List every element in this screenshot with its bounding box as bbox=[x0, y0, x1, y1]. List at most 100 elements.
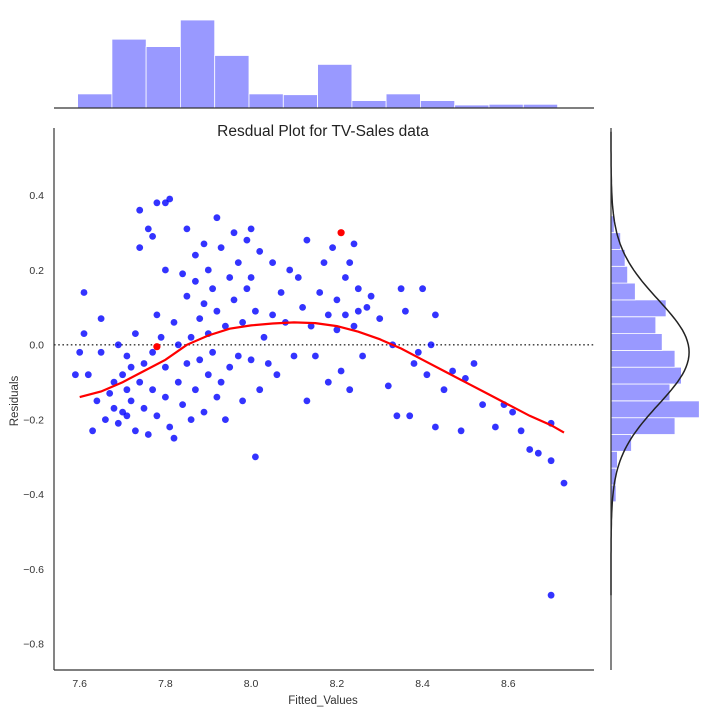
scatter-point bbox=[187, 333, 195, 341]
scatter-point bbox=[316, 289, 324, 296]
x-tick-label: 8.0 bbox=[244, 678, 259, 690]
chart-title: Resdual Plot for TV-Sales data bbox=[217, 123, 429, 140]
y-tick-label: −0.6 bbox=[23, 564, 44, 576]
scatter-point bbox=[342, 274, 349, 281]
scatter-point bbox=[333, 326, 341, 334]
scatter-point bbox=[414, 348, 422, 356]
right-histogram-bar bbox=[610, 400, 700, 419]
x-tick-label: 7.8 bbox=[158, 678, 173, 690]
top-histogram-bar bbox=[111, 38, 147, 109]
scatter-point bbox=[234, 352, 242, 360]
scatter-point bbox=[346, 259, 354, 266]
right-histogram-bar bbox=[610, 265, 629, 284]
scatter-point bbox=[294, 274, 302, 281]
scatter-point bbox=[359, 352, 366, 360]
scatter-point bbox=[80, 289, 88, 296]
scatter-point bbox=[419, 285, 426, 293]
scatter-point bbox=[110, 378, 118, 386]
scatter-point bbox=[183, 292, 191, 300]
scatter-point bbox=[333, 296, 341, 304]
scatter-point bbox=[406, 412, 414, 420]
y-tick-label: 0.0 bbox=[29, 340, 44, 352]
highlighted-point bbox=[153, 343, 161, 351]
scatter-point bbox=[97, 315, 105, 322]
x-tick-label: 8.2 bbox=[330, 678, 345, 690]
scatter-point bbox=[526, 446, 534, 453]
y-tick-label: 0.4 bbox=[29, 190, 44, 202]
scatter-point bbox=[534, 449, 542, 457]
scatter-point bbox=[226, 274, 234, 281]
scatter-point bbox=[166, 423, 174, 431]
right-histogram-bar bbox=[610, 417, 676, 435]
scatter-point bbox=[222, 416, 229, 423]
scatter-point bbox=[303, 236, 311, 244]
top-histogram-bar bbox=[317, 64, 353, 109]
x-tick-label: 8.4 bbox=[415, 678, 430, 690]
scatter-point bbox=[217, 378, 225, 386]
scatter-point bbox=[166, 195, 174, 203]
scatter-point bbox=[204, 371, 212, 379]
top-histogram-bar bbox=[351, 100, 387, 109]
scatter-point bbox=[127, 397, 135, 405]
residual-scatter-plot: 7.6 7.8 8.0 8.2 8.4 8.6 0.4 0.2 0.0 −0.2 −0.4 −0.6 −… bbox=[23, 128, 594, 690]
scatter-point bbox=[200, 240, 208, 248]
scatter-point bbox=[397, 285, 405, 293]
right-histogram-bar bbox=[610, 366, 682, 385]
top-histogram-bar bbox=[214, 55, 250, 109]
scatter-point bbox=[256, 386, 264, 394]
scatter-point bbox=[200, 300, 208, 308]
scatter-point bbox=[179, 270, 187, 278]
scatter-point bbox=[162, 363, 169, 371]
scatter-point bbox=[174, 341, 182, 349]
y-tick-label: −0.4 bbox=[23, 489, 44, 501]
right-histogram-bar bbox=[610, 333, 663, 351]
scatter-point bbox=[209, 285, 217, 293]
scatter-point bbox=[183, 225, 191, 233]
scatter-point bbox=[149, 386, 157, 394]
scatter-point bbox=[247, 274, 255, 281]
right-histogram-bar bbox=[610, 349, 676, 368]
scatter-point bbox=[123, 412, 131, 420]
scatter-point bbox=[354, 307, 362, 315]
scatter-point bbox=[457, 427, 465, 435]
x-tick-label: 8.6 bbox=[501, 678, 516, 690]
lowess-curve bbox=[79, 321, 565, 434]
top-histogram-bar bbox=[145, 46, 181, 109]
scatter-point bbox=[162, 393, 169, 401]
scatter-point bbox=[72, 371, 79, 379]
highlighted-point bbox=[337, 229, 345, 237]
scatter-point bbox=[393, 412, 401, 420]
scatter-point bbox=[217, 244, 225, 252]
scatter-point bbox=[153, 311, 161, 319]
scatter-point bbox=[153, 199, 161, 207]
scatter-point bbox=[273, 371, 281, 379]
scatter-point bbox=[149, 233, 157, 240]
y-tick-label: −0.2 bbox=[23, 414, 44, 426]
scatter-point bbox=[337, 367, 345, 375]
scatter-point bbox=[140, 360, 148, 367]
scatter-point bbox=[354, 285, 362, 293]
x-tick-label: 7.6 bbox=[72, 678, 87, 690]
scatter-point bbox=[243, 236, 251, 244]
scatter-point bbox=[204, 266, 212, 274]
scatter-point bbox=[560, 479, 568, 487]
scatter-point bbox=[243, 285, 251, 293]
scatter-point bbox=[144, 225, 152, 233]
scatter-point bbox=[479, 401, 486, 408]
scatter-point bbox=[312, 352, 319, 360]
scatter-point bbox=[470, 360, 478, 367]
top-histogram-bar bbox=[179, 19, 216, 109]
scatter-point bbox=[329, 244, 336, 252]
scatter-point bbox=[80, 330, 88, 337]
scatter-point bbox=[239, 397, 247, 405]
scatter-point bbox=[192, 277, 199, 285]
scatter-point bbox=[192, 386, 199, 394]
scatter-point bbox=[307, 322, 315, 330]
scatter-point bbox=[290, 352, 298, 360]
scatter-point bbox=[136, 378, 144, 386]
scatter-point bbox=[192, 251, 199, 259]
scatter-point bbox=[123, 386, 131, 394]
scatter-point bbox=[247, 356, 255, 364]
scatter-point bbox=[363, 304, 371, 311]
top-histogram-bar bbox=[385, 93, 421, 109]
